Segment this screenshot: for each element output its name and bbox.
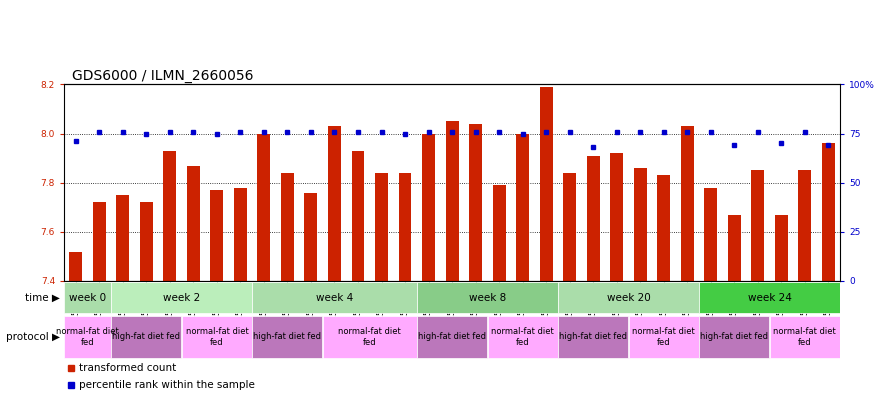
Text: week 8: week 8 xyxy=(469,293,506,303)
Bar xyxy=(634,168,646,281)
Bar xyxy=(798,171,812,281)
Bar xyxy=(704,188,717,281)
Bar xyxy=(252,282,417,313)
Text: week 20: week 20 xyxy=(606,293,651,303)
Text: transformed count: transformed count xyxy=(79,364,177,373)
Bar xyxy=(281,173,294,281)
Bar xyxy=(487,316,557,358)
Bar xyxy=(116,195,129,281)
Bar xyxy=(111,282,252,313)
Bar xyxy=(558,282,699,313)
Text: protocol ▶: protocol ▶ xyxy=(5,332,60,342)
Bar xyxy=(657,175,670,281)
Text: normal-fat diet
fed: normal-fat diet fed xyxy=(186,327,248,347)
Bar xyxy=(328,126,341,281)
Text: normal-fat diet
fed: normal-fat diet fed xyxy=(492,327,554,347)
Bar xyxy=(252,316,323,358)
Text: normal-fat diet
fed: normal-fat diet fed xyxy=(56,327,119,347)
Bar xyxy=(92,202,106,281)
Bar xyxy=(398,173,412,281)
Text: week 0: week 0 xyxy=(69,293,106,303)
Bar xyxy=(417,316,487,358)
Bar xyxy=(700,282,840,313)
Text: normal-fat diet
fed: normal-fat diet fed xyxy=(773,327,837,347)
Bar xyxy=(821,143,835,281)
Text: week 4: week 4 xyxy=(316,293,353,303)
Bar xyxy=(64,282,111,313)
Text: time ▶: time ▶ xyxy=(25,293,60,303)
Text: normal-fat diet
fed: normal-fat diet fed xyxy=(632,327,695,347)
Bar xyxy=(469,124,482,281)
Bar xyxy=(234,188,247,281)
Bar xyxy=(69,252,83,281)
Bar xyxy=(111,316,181,358)
Bar xyxy=(728,215,741,281)
Bar xyxy=(64,316,111,358)
Bar xyxy=(770,316,840,358)
Bar xyxy=(493,185,506,281)
Bar xyxy=(587,156,600,281)
Text: high-fat diet fed: high-fat diet fed xyxy=(112,332,180,342)
Bar xyxy=(422,134,435,281)
Bar xyxy=(164,151,176,281)
Text: high-fat diet fed: high-fat diet fed xyxy=(559,332,627,342)
Bar xyxy=(375,173,388,281)
Bar xyxy=(775,215,788,281)
Text: week 24: week 24 xyxy=(748,293,791,303)
Bar xyxy=(558,316,629,358)
Bar xyxy=(610,153,623,281)
Text: high-fat diet fed: high-fat diet fed xyxy=(253,332,322,342)
Text: high-fat diet fed: high-fat diet fed xyxy=(701,332,768,342)
Bar xyxy=(258,134,270,281)
Text: normal-fat diet
fed: normal-fat diet fed xyxy=(339,327,401,347)
Text: high-fat diet fed: high-fat diet fed xyxy=(418,332,486,342)
Bar xyxy=(304,193,317,281)
Text: percentile rank within the sample: percentile rank within the sample xyxy=(79,380,255,389)
Bar xyxy=(517,134,529,281)
Text: GDS6000 / ILMN_2660056: GDS6000 / ILMN_2660056 xyxy=(72,70,253,83)
Text: week 2: week 2 xyxy=(163,293,200,303)
Bar xyxy=(700,316,769,358)
Bar xyxy=(445,121,459,281)
Bar xyxy=(681,126,693,281)
Bar xyxy=(417,282,557,313)
Bar xyxy=(211,190,223,281)
Bar xyxy=(351,151,364,281)
Bar xyxy=(323,316,417,358)
Bar xyxy=(182,316,252,358)
Bar xyxy=(629,316,699,358)
Bar xyxy=(187,165,200,281)
Bar xyxy=(140,202,153,281)
Bar xyxy=(563,173,576,281)
Bar xyxy=(751,171,765,281)
Bar xyxy=(540,87,553,281)
